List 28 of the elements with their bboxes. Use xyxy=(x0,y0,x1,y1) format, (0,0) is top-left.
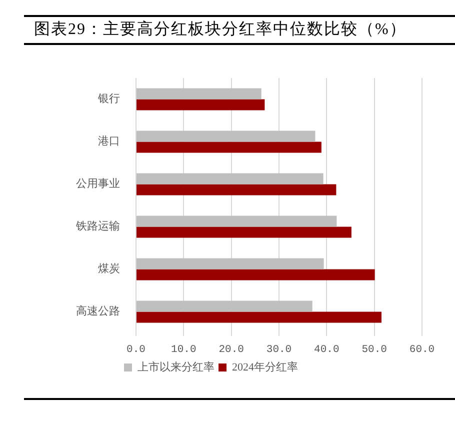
bar xyxy=(136,312,382,323)
y-tick-label: 港口 xyxy=(98,134,120,148)
x-tick-label: 50.0 xyxy=(362,344,387,356)
x-tick-label: 60.0 xyxy=(409,344,435,356)
bar xyxy=(136,184,336,196)
bar xyxy=(136,130,316,142)
y-tick-label: 高速公路 xyxy=(76,304,120,318)
bar xyxy=(136,258,324,270)
x-tick-label: 20.0 xyxy=(218,344,244,356)
y-tick-label: 煤炭 xyxy=(98,262,120,276)
bar xyxy=(136,226,352,238)
x-tick-label: 40.0 xyxy=(314,344,340,356)
legend-label: 上市以来分红率 xyxy=(138,360,214,374)
legend-label: 2024年分红率 xyxy=(232,360,298,374)
x-tick-label: 10.0 xyxy=(171,344,196,356)
bar xyxy=(136,269,375,280)
bar xyxy=(136,173,324,184)
chart-title: 图表29：主要高分红板块分红率中位数比较（%） xyxy=(34,20,406,40)
x-tick-label: 0.0 xyxy=(126,344,146,356)
bar xyxy=(136,216,337,227)
bar xyxy=(136,142,322,153)
y-tick-label: 公用事业 xyxy=(76,177,120,190)
y-tick-label: 银行 xyxy=(97,93,120,106)
bar xyxy=(136,88,262,100)
y-tick-label: 铁路运输 xyxy=(75,220,120,233)
bar xyxy=(136,300,312,312)
x-tick-label: 30.0 xyxy=(266,344,292,356)
bar xyxy=(136,99,265,110)
